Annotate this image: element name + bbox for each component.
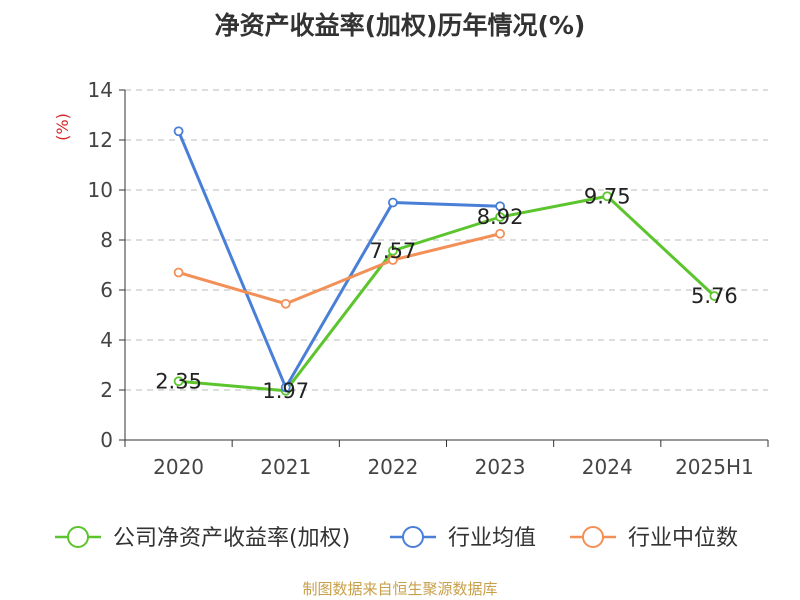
legend-item-1: 行业均值 [390, 526, 536, 551]
legend-marker [582, 526, 604, 548]
legend-marker [67, 526, 89, 548]
series-1-point [388, 197, 398, 208]
data-label: 9.75 [584, 184, 631, 208]
x-tick-label: 2020 [153, 455, 204, 479]
y-tick-label: 8 [100, 228, 113, 252]
series-2-point [280, 298, 291, 309]
y-axis-label: (%) [53, 113, 72, 141]
legend-label: 行业中位数 [628, 526, 738, 551]
y-tick-label: 14 [88, 78, 113, 102]
series-line-2 [178, 232, 501, 306]
x-tick-label: 2024 [582, 455, 633, 479]
series-0-point [602, 191, 613, 202]
series-2-point [173, 267, 184, 278]
y-tick-label: 6 [100, 278, 113, 302]
data-label: 8.92 [477, 205, 524, 229]
series-1-point [495, 201, 505, 212]
x-tick-label: 2022 [367, 455, 418, 479]
data-label: 1.97 [262, 379, 309, 403]
series-0-point [173, 376, 184, 387]
axes: 0 2 4 6 8 10 12 14 2020 2021 2022 2023 2024 2025H1 [88, 78, 769, 479]
y-tick-label: 10 [88, 178, 113, 202]
legend-marker [402, 526, 424, 548]
legend-label: 公司净资产收益率(加权) [113, 526, 350, 551]
legend-item-0: 公司净资产收益率(加权) [55, 526, 350, 551]
series-layer [173, 126, 720, 396]
legend: 公司净资产收益率(加权) 行业均值 行业中位数 [55, 526, 738, 551]
series-0-point [388, 245, 398, 256]
chart-title: 净资产收益率(加权)历年情况(%) [214, 11, 586, 40]
series-line-1 [177, 130, 501, 389]
series-2-point [495, 228, 505, 239]
y-tick-label: 0 [100, 428, 113, 452]
series-1-point [280, 382, 291, 393]
x-tick-label: 2021 [260, 455, 311, 479]
data-label: 5.76 [691, 284, 738, 308]
legend-item-2: 行业中位数 [570, 526, 738, 551]
x-tick-label: 2025H1 [675, 455, 754, 479]
data-label: 2.35 [155, 369, 202, 393]
series-1-point [173, 126, 184, 137]
y-tick-label: 4 [100, 328, 113, 352]
y-tick-label: 12 [88, 128, 113, 152]
y-tick-label: 2 [100, 378, 113, 402]
x-tick-label: 2023 [475, 455, 526, 479]
series-0-point [495, 212, 505, 222]
series-line-0 [178, 194, 716, 393]
series-2-point [388, 255, 398, 265]
grid-lines [125, 89, 768, 391]
legend-label: 行业均值 [448, 526, 536, 551]
series-0-point [709, 291, 720, 301]
source-note: 制图数据来自恒生聚源数据库 [302, 580, 498, 598]
data-label: 7.57 [370, 239, 417, 263]
data-labels: 2.35 1.97 7.57 8.92 9.75 5.76 [155, 184, 738, 403]
